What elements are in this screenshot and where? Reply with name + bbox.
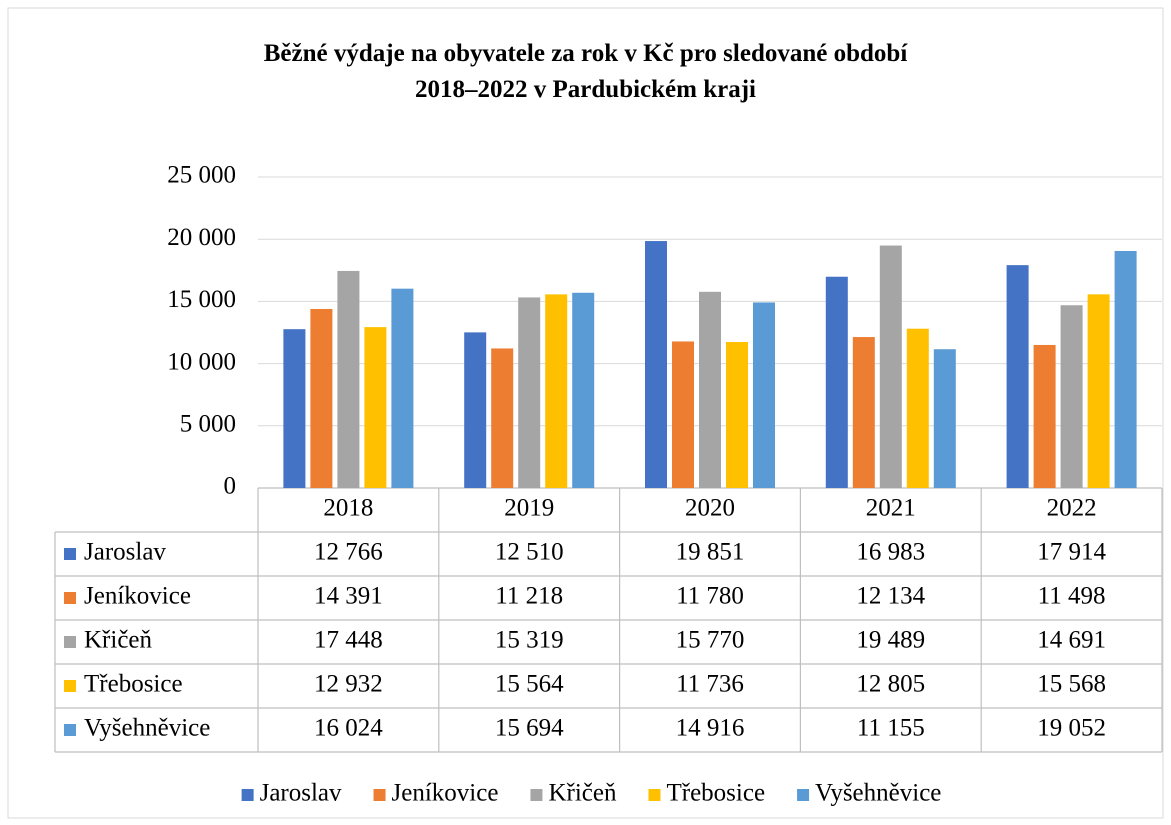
legend-key [241, 789, 254, 801]
table-value: 14 691 [1037, 627, 1106, 654]
bar [545, 294, 568, 488]
row-key [64, 592, 76, 604]
chart-border [7, 7, 1164, 819]
table-value: 11 218 [495, 583, 563, 610]
bar [753, 302, 775, 488]
table-value: 12 766 [314, 539, 383, 566]
bar [310, 308, 333, 488]
table-value: 15 564 [495, 671, 564, 698]
table-value: 11 780 [676, 583, 744, 610]
row-label: Jeníkovice [84, 583, 191, 610]
column-header: 2021 [866, 495, 916, 522]
legend-label: Křičeň [548, 780, 617, 807]
y-tick-label: 5 000 [180, 411, 236, 438]
legend-key [797, 789, 810, 801]
y-tick-label: 0 [224, 473, 237, 500]
bar [1087, 294, 1110, 488]
bar [464, 332, 487, 488]
bar [572, 292, 595, 488]
row-key [64, 724, 76, 736]
row-label: Křičeň [84, 627, 153, 654]
legend-label: Třebosice [666, 780, 765, 807]
bar [1114, 250, 1137, 488]
bar [879, 245, 902, 488]
table-value: 12 510 [495, 539, 564, 566]
bar [699, 291, 721, 488]
bar [825, 276, 848, 488]
row-label: Jaroslav [84, 539, 166, 566]
bar [672, 341, 694, 488]
column-header: 2022 [1047, 495, 1097, 522]
chart-title: Běžné výdaje na obyvatele za rok v Kč pr… [263, 40, 908, 103]
table-value: 12 805 [856, 671, 925, 698]
legend-key [530, 789, 543, 801]
bar [645, 241, 667, 488]
column-header: 2020 [685, 495, 735, 522]
table-value: 17 914 [1037, 539, 1106, 566]
table-value: 19 052 [1037, 715, 1106, 742]
table-value: 19 489 [856, 627, 925, 654]
legend-label: Jaroslav [260, 780, 342, 807]
bar [1006, 265, 1029, 488]
table-value: 15 568 [1037, 671, 1106, 698]
y-tick-label: 20 000 [167, 224, 236, 251]
column-header: 2019 [504, 495, 554, 522]
table-value: 11 155 [857, 715, 925, 742]
y-tick-label: 15 000 [167, 286, 236, 313]
y-tick-label: 10 000 [167, 348, 236, 375]
bar [283, 329, 306, 488]
bar [726, 342, 748, 488]
legend-label: Jeníkovice [392, 780, 499, 807]
bar [1060, 305, 1083, 488]
bar [933, 349, 956, 488]
bar [518, 297, 541, 488]
bar [491, 348, 514, 488]
row-label: Vyšehněvice [84, 715, 210, 742]
table-value: 11 736 [676, 671, 744, 698]
table-value: 15 694 [495, 715, 564, 742]
table-value: 14 391 [314, 583, 383, 610]
column-header: 2018 [323, 495, 373, 522]
bar [391, 288, 414, 488]
legend-key [648, 789, 661, 801]
row-key [64, 636, 76, 648]
bar [1033, 344, 1056, 488]
y-tick-label: 25 000 [167, 162, 236, 189]
legend-key [373, 789, 386, 801]
bar [852, 337, 875, 488]
table-value: 15 770 [676, 627, 745, 654]
row-key [64, 548, 76, 560]
table-value: 14 916 [676, 715, 745, 742]
bar [337, 270, 360, 488]
bar [364, 327, 387, 488]
table-value: 16 024 [314, 715, 383, 742]
bar [906, 328, 929, 488]
row-key [64, 680, 76, 692]
table-value: 15 319 [495, 627, 564, 654]
table-value: 11 498 [1038, 583, 1106, 610]
table-value: 16 983 [856, 539, 925, 566]
table-value: 12 932 [314, 671, 383, 698]
table-value: 17 448 [314, 627, 383, 654]
table-value: 12 134 [856, 583, 925, 610]
row-label: Třebosice [84, 671, 183, 698]
table-value: 19 851 [676, 539, 745, 566]
legend-label: Vyšehněvice [815, 780, 941, 807]
